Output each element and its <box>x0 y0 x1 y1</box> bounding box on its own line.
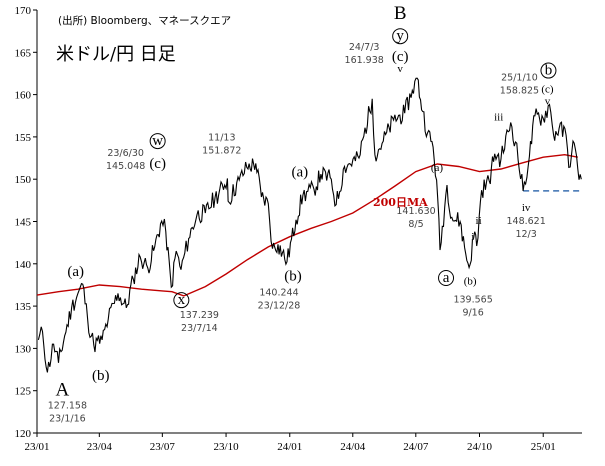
wave-circle-y <box>392 28 409 45</box>
source-text: (出所) Bloomberg、マネースクエア <box>58 14 231 27</box>
wave-label-B: B <box>394 3 407 24</box>
wave-label-b3-price: 139.565 <box>453 294 492 305</box>
wave-label-b3-date: 9/16 <box>462 307 483 318</box>
wave-label-b4-date: 25/1/10 <box>501 73 538 84</box>
wave-label-b2: (b) <box>284 269 302 285</box>
wave-label-b1: (b) <box>92 368 110 384</box>
wave-label-w: w <box>152 133 163 149</box>
x-tick-label: 24/10 <box>467 441 493 453</box>
wave-circle-a3 <box>438 270 455 287</box>
wave-label-b4-price: 158.825 <box>500 86 539 97</box>
y-tick-label: 165 <box>15 47 32 59</box>
wave-label-A-date: 23/1/16 <box>49 413 86 424</box>
wave-label-a3-date: 8/5 <box>408 219 423 230</box>
x-tick-label: 24/07 <box>403 441 429 453</box>
x-tick-label: 24/04 <box>340 441 366 453</box>
wave-label-v1: v <box>397 63 403 75</box>
y-tick-label: 130 <box>15 343 32 355</box>
wave-label-iii: iii <box>494 112 503 124</box>
wave-label-b2-price: 140.244 <box>259 288 298 299</box>
x-tick-label: 23/07 <box>150 441 176 453</box>
wave-label-b4: b <box>545 63 553 79</box>
series-layer <box>36 77 582 373</box>
wave-label-a2-price: 151.872 <box>202 145 241 156</box>
x-tick-label: 24/01 <box>277 441 302 453</box>
wave-label-B-price: 161.938 <box>345 55 384 66</box>
ma-label: 200日MA <box>373 196 428 209</box>
y-tick-label: 170 <box>15 5 32 17</box>
wave-label-iv-price: 148.621 <box>506 216 545 227</box>
wave-label-c1: (c) <box>149 156 166 172</box>
ma200-line <box>36 153 578 297</box>
x-tick-label: 23/10 <box>214 441 240 453</box>
wave-label-a2-date: 11/13 <box>208 132 235 143</box>
usdjpy-price-line <box>37 77 582 373</box>
wave-label-i: i <box>471 231 474 243</box>
wave-label-b3: (b) <box>464 275 477 287</box>
wave-label-iv: iv <box>522 202 531 214</box>
wave-label-a3-price: 141.630 <box>396 206 435 217</box>
wave-label-y: y <box>396 28 404 44</box>
wave-label-A: A <box>56 379 70 400</box>
axes: 120 125 130 135 140 145 150 155 160 165 170 23/01 23… <box>15 5 582 453</box>
y-tick-label: 145 <box>15 217 32 229</box>
wave-label-b2-date: 23/12/28 <box>258 301 301 312</box>
wave-label-x: x <box>178 292 186 308</box>
wave-label-x-price: 137.239 <box>180 310 219 321</box>
wave-label-a1: (a) <box>67 264 84 280</box>
y-tick-label: 155 <box>15 132 32 144</box>
wave-circle-x <box>173 292 190 309</box>
wave-label-a2: (a) <box>292 164 309 180</box>
y-tick-label: 135 <box>15 301 32 313</box>
x-tick-label: 23/04 <box>87 441 113 453</box>
x-tick-label: 25/01 <box>531 441 556 453</box>
y-tick-label: 140 <box>15 259 32 271</box>
x-tick-label: 23/01 <box>24 441 49 453</box>
wave-label-w-price: 145.048 <box>106 161 145 172</box>
wave-circle-b4 <box>540 62 557 79</box>
wave-label-iv-date: 12/3 <box>515 229 536 240</box>
wave-label-c3: (c) <box>541 84 554 96</box>
y-tick-label: 150 <box>15 174 32 186</box>
wave-label-B-date: 24/7/3 <box>349 42 380 53</box>
wave-label-a4: (a) <box>431 162 444 174</box>
chart-title: 米ドル/円 日足 <box>56 44 176 65</box>
wave-label-x-date: 23/7/14 <box>181 323 218 334</box>
wave-label-ii: ii <box>476 215 482 227</box>
wave-label-A-price: 127.158 <box>48 400 87 411</box>
y-tick-label: 160 <box>15 90 32 102</box>
wave-label-c2: (c) <box>392 49 409 65</box>
y-tick-label: 120 <box>15 428 32 440</box>
wave-label-w-date: 23/6/30 <box>107 148 144 159</box>
wave-label-v2: v <box>545 96 551 108</box>
y-tick-label: 125 <box>15 386 32 398</box>
wave-circle-w <box>149 133 166 150</box>
wave-label-a3: a <box>443 270 450 286</box>
